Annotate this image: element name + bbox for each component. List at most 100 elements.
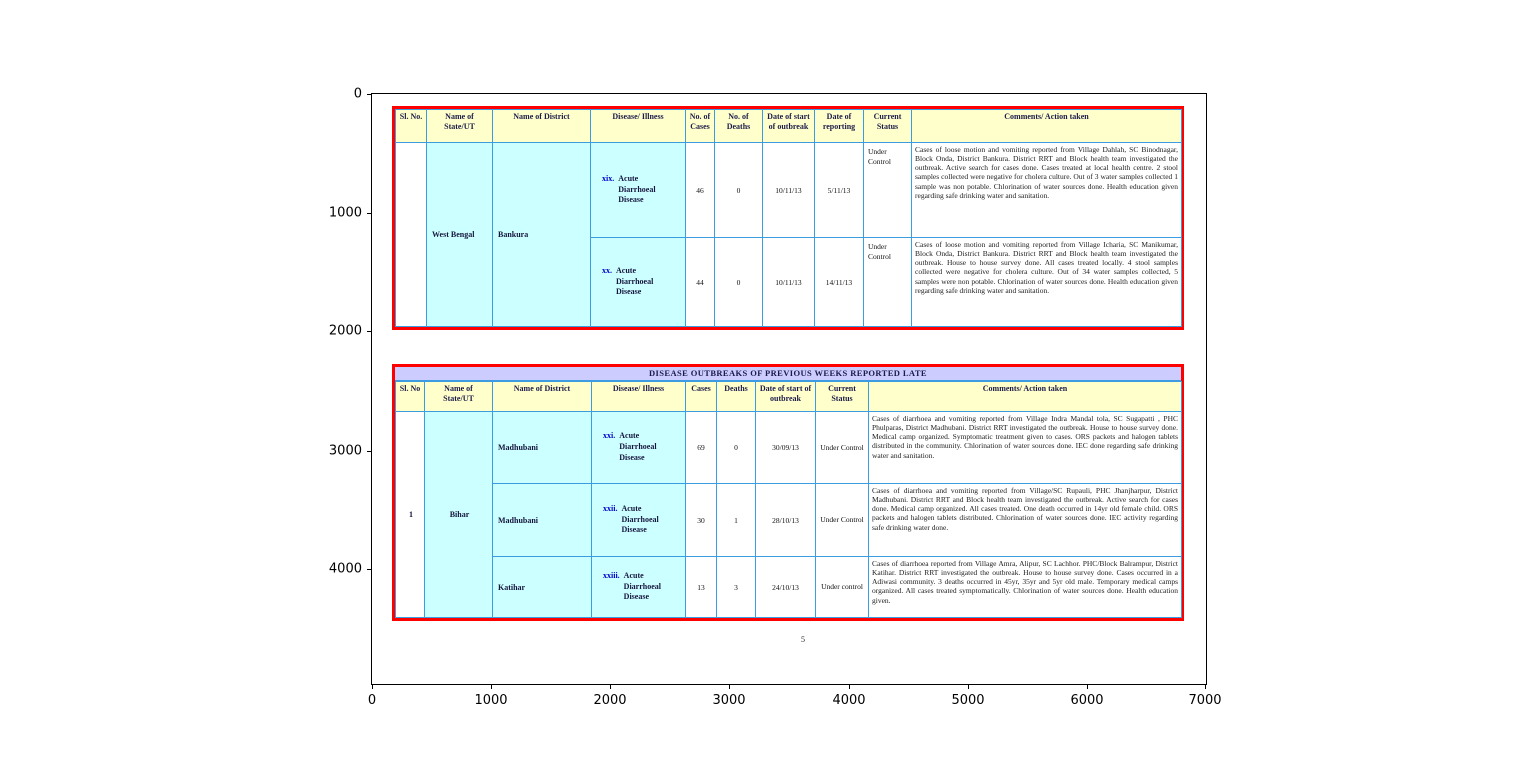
comments-cell: Cases of loose motion and vomiting repor… bbox=[911, 142, 1182, 238]
col-header-sl-no: Sl. No bbox=[395, 381, 425, 412]
comments-cell: Cases of loose motion and vomiting repor… bbox=[911, 237, 1182, 327]
table-row: 1 Bihar Madhubani xxi. Acute Diarrhoeal … bbox=[395, 411, 1182, 618]
deaths-cell: 0 bbox=[714, 237, 763, 327]
cases-cell: 13 bbox=[685, 556, 717, 618]
y-axis-tick-label: 3000 bbox=[328, 443, 362, 459]
y-tick-mark bbox=[367, 94, 371, 95]
status-cell: Under Control bbox=[815, 483, 869, 557]
col-header-comments: Comments/ Action taken bbox=[868, 381, 1182, 412]
y-axis-tick-label: 1000 bbox=[328, 205, 362, 221]
cases-cell: 46 bbox=[685, 142, 715, 238]
x-tick-mark bbox=[372, 685, 373, 689]
col-header-disease: Disease/ Illness bbox=[591, 381, 686, 412]
x-axis-tick-label: 2000 bbox=[593, 693, 627, 708]
table-row: Katihar xxiii. Acute Diarrhoeal Disease … bbox=[396, 556, 1182, 618]
outbreak-table: Sl. No. Name of State/UT Name of Distric… bbox=[395, 109, 1182, 327]
x-axis-tick-label: 5000 bbox=[951, 693, 985, 708]
table-row: xx. Acute Diarrhoeal Disease 44 0 10/11/… bbox=[396, 237, 1182, 327]
outbreak-table-current-week: Sl. No. Name of State/UT Name of Distric… bbox=[392, 106, 1184, 330]
disease-cell: xxi. Acute Diarrhoeal Disease bbox=[591, 411, 686, 484]
y-tick-mark bbox=[367, 451, 371, 452]
disease-name: Acute Diarrhoeal Disease bbox=[623, 570, 661, 602]
table-row: Madhubani xxii. Acute Diarrhoeal Disease… bbox=[396, 483, 1182, 557]
status-cell: Under Control bbox=[863, 142, 912, 238]
late-table-title: DISEASE OUTBREAKS OF PREVIOUS WEEKS REPO… bbox=[395, 367, 1181, 381]
district-cell: Madhubani bbox=[492, 483, 592, 557]
y-tick-mark bbox=[367, 213, 371, 214]
x-tick-mark bbox=[968, 685, 969, 689]
outbreak-numeral: xix. bbox=[602, 173, 615, 183]
col-header-comments: Comments/ Action taken bbox=[911, 109, 1182, 143]
cases-cell: 30 bbox=[685, 483, 717, 557]
x-tick-mark bbox=[610, 685, 611, 689]
x-tick-mark bbox=[729, 685, 730, 689]
district-cell: Madhubani bbox=[492, 411, 592, 484]
disease-name: Acute Diarrhoeal Disease bbox=[619, 431, 657, 462]
table-header-row: Sl. No. Name of State/UT Name of Distric… bbox=[395, 109, 1182, 143]
disease-name: Acute Diarrhoeal Disease bbox=[616, 265, 654, 297]
col-header-sl-no: Sl. No. bbox=[395, 109, 427, 143]
disease-name: Acute Diarrhoeal Disease bbox=[618, 173, 656, 205]
x-axis-tick-label: 3000 bbox=[712, 693, 746, 708]
y-tick-mark bbox=[367, 331, 371, 332]
x-axis-tick-label: 1000 bbox=[474, 693, 508, 708]
start-date-cell: 28/10/13 bbox=[755, 483, 816, 557]
district-cell: Katihar bbox=[492, 556, 592, 618]
col-header-status: Current Status bbox=[863, 109, 912, 143]
outbreak-numeral: xxi. bbox=[603, 431, 616, 441]
y-axis-tick-label: 4000 bbox=[328, 561, 362, 577]
x-axis-tick-label: 0 bbox=[367, 693, 377, 708]
col-header-disease: Disease/ Illness bbox=[590, 109, 686, 143]
cases-cell: 69 bbox=[685, 411, 717, 484]
col-header-district: Name of District bbox=[492, 109, 591, 143]
reporting-date-cell: 14/11/13 bbox=[814, 237, 864, 327]
page-number: 5 bbox=[801, 635, 805, 644]
col-header-state: Name of State/UT bbox=[424, 381, 493, 412]
deaths-cell: 0 bbox=[714, 142, 763, 238]
start-date-cell: 10/11/13 bbox=[762, 142, 815, 238]
disease-cell: xxiii. Acute Diarrhoeal Disease bbox=[591, 556, 686, 618]
col-header-state: Name of State/UT bbox=[426, 109, 493, 143]
x-axis-tick-label: 7000 bbox=[1188, 693, 1222, 708]
col-header-deaths: Deaths bbox=[716, 381, 756, 412]
disease-name: Acute Diarrhoeal Disease bbox=[621, 503, 659, 535]
comments-cell: Cases of diarrhoea reported from Village… bbox=[868, 556, 1182, 618]
col-header-deaths: No. of Deaths bbox=[714, 109, 763, 143]
col-header-cases: No. of Cases bbox=[685, 109, 715, 143]
y-axis-tick-label: 2000 bbox=[328, 323, 362, 339]
x-tick-mark bbox=[1087, 685, 1088, 689]
cases-cell: 44 bbox=[685, 237, 715, 327]
comments-cell: Cases of diarrhoea and vomiting reported… bbox=[868, 483, 1182, 557]
y-axis-tick-label: 0 bbox=[353, 86, 362, 102]
sl-no-cell bbox=[395, 142, 427, 327]
x-axis-tick-label: 4000 bbox=[832, 693, 866, 708]
outbreak-numeral: xxiii. bbox=[603, 570, 620, 580]
reporting-date-cell: 5/11/13 bbox=[814, 142, 864, 238]
deaths-cell: 3 bbox=[716, 556, 756, 618]
col-header-cases: Cases bbox=[685, 381, 717, 412]
sl-no-cell: 1 bbox=[395, 411, 425, 618]
table-header-row: Sl. No Name of State/UT Name of District… bbox=[395, 381, 1182, 412]
status-cell: Under Control bbox=[863, 237, 912, 327]
deaths-cell: 0 bbox=[716, 411, 756, 484]
table-row: West Bengal Bankura xix. Acute Diarrhoea… bbox=[395, 142, 1182, 327]
outbreak-numeral: xx. bbox=[602, 265, 612, 275]
col-header-start-date: Date of start of outbreak bbox=[755, 381, 816, 412]
x-tick-mark bbox=[849, 685, 850, 689]
deaths-cell: 1 bbox=[716, 483, 756, 557]
state-cell: Bihar bbox=[424, 411, 493, 618]
col-header-status: Current Status bbox=[815, 381, 869, 412]
start-date-cell: 10/11/13 bbox=[762, 237, 815, 327]
disease-cell: xxii. Acute Diarrhoeal Disease bbox=[591, 483, 686, 557]
disease-cell: xx. Acute Diarrhoeal Disease bbox=[590, 237, 686, 327]
col-header-reporting-date: Date of reporting bbox=[814, 109, 864, 143]
col-header-start-date: Date of start of outbreak bbox=[762, 109, 815, 143]
start-date-cell: 24/10/13 bbox=[755, 556, 816, 618]
late-outbreak-table: Sl. No Name of State/UT Name of District… bbox=[395, 381, 1182, 618]
district-cell: Bankura bbox=[492, 142, 591, 327]
comments-cell: Cases of diarrhoea and vomiting reported… bbox=[868, 411, 1182, 484]
x-tick-mark bbox=[491, 685, 492, 689]
x-tick-mark bbox=[1205, 685, 1206, 689]
start-date-cell: 30/09/13 bbox=[755, 411, 816, 484]
outbreak-table-reported-late: DISEASE OUTBREAKS OF PREVIOUS WEEKS REPO… bbox=[392, 364, 1184, 621]
